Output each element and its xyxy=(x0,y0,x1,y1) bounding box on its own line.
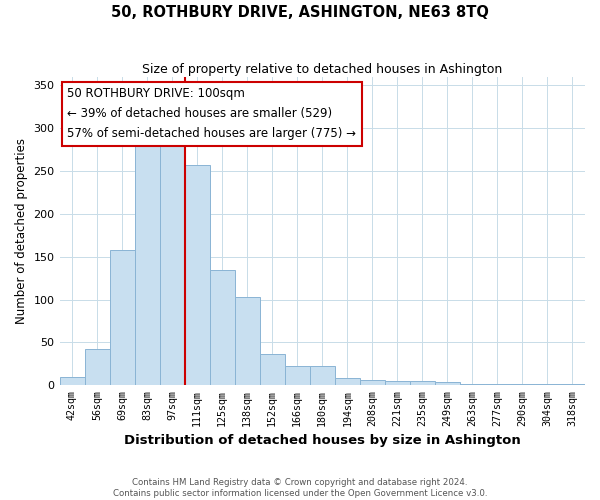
Bar xyxy=(510,384,535,386)
Bar xyxy=(285,366,310,386)
Y-axis label: Number of detached properties: Number of detached properties xyxy=(15,138,28,324)
Bar xyxy=(59,376,85,386)
Bar xyxy=(435,382,460,386)
Bar xyxy=(110,250,134,386)
Text: 50 ROTHBURY DRIVE: 100sqm
← 39% of detached houses are smaller (529)
57% of semi: 50 ROTHBURY DRIVE: 100sqm ← 39% of detac… xyxy=(67,88,356,141)
Bar xyxy=(209,270,235,386)
Bar xyxy=(185,165,209,386)
Title: Size of property relative to detached houses in Ashington: Size of property relative to detached ho… xyxy=(142,62,502,76)
Bar xyxy=(134,146,160,386)
Bar xyxy=(460,384,485,386)
Bar xyxy=(535,384,560,386)
Bar xyxy=(485,384,510,386)
Text: 50, ROTHBURY DRIVE, ASHINGTON, NE63 8TQ: 50, ROTHBURY DRIVE, ASHINGTON, NE63 8TQ xyxy=(111,5,489,20)
Bar xyxy=(85,350,110,386)
Bar xyxy=(235,297,260,386)
Bar xyxy=(160,144,185,386)
Bar xyxy=(410,381,435,386)
Bar xyxy=(310,366,335,386)
Bar xyxy=(385,381,410,386)
Bar xyxy=(360,380,385,386)
Bar xyxy=(260,354,285,386)
Bar xyxy=(335,378,360,386)
X-axis label: Distribution of detached houses by size in Ashington: Distribution of detached houses by size … xyxy=(124,434,521,448)
Bar xyxy=(560,384,585,386)
Text: Contains HM Land Registry data © Crown copyright and database right 2024.
Contai: Contains HM Land Registry data © Crown c… xyxy=(113,478,487,498)
